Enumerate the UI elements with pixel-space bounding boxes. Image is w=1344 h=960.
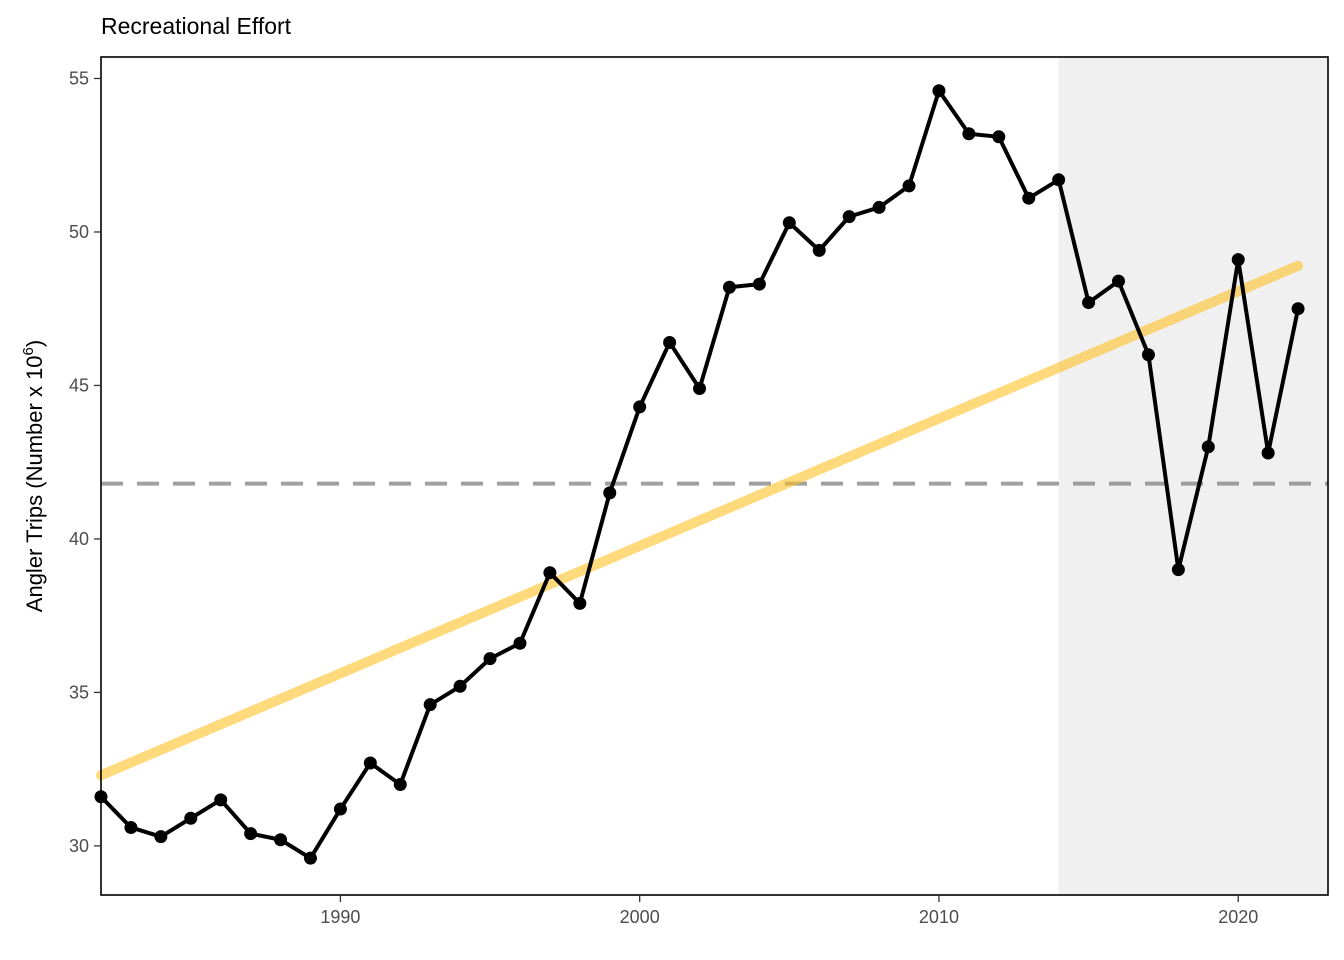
y-axis-label-close: ) <box>22 340 47 347</box>
data-point-2017 <box>1141 348 1155 362</box>
x-tick-label-1990: 1990 <box>320 907 360 927</box>
data-point-2005 <box>782 216 796 230</box>
y-tick-label-45: 45 <box>69 375 89 395</box>
data-point-1999 <box>603 486 617 500</box>
trend-line <box>96 260 1304 781</box>
data-point-1985 <box>184 811 198 825</box>
y-tick-label-35: 35 <box>69 682 89 702</box>
y-axis-label-superscript: 6 <box>20 347 37 355</box>
x-tick-label-2020: 2020 <box>1218 907 1258 927</box>
data-point-2014 <box>1052 173 1066 187</box>
data-point-2006 <box>812 243 826 257</box>
y-axis: 30 35 40 45 50 55 <box>69 68 101 856</box>
data-point-2011 <box>962 127 976 141</box>
plot-frame <box>100 56 1329 896</box>
data-point-2009 <box>902 179 916 193</box>
data-point-2013 <box>1022 191 1036 205</box>
data-point-1990 <box>333 802 347 816</box>
data-point-2010 <box>932 84 946 98</box>
data-point-1995 <box>483 652 497 666</box>
shaded-region-layer <box>1058 57 1328 895</box>
data-point-2007 <box>842 210 856 224</box>
data-point-1997 <box>543 566 557 580</box>
data-point-1986 <box>214 793 228 807</box>
data-point-1983 <box>124 820 138 834</box>
data-point-2004 <box>752 277 766 291</box>
data-point-2012 <box>992 130 1006 144</box>
data-point-1993 <box>423 698 437 712</box>
y-axis-label: Angler Trips (Number x 106) <box>20 340 47 612</box>
data-point-2000 <box>633 400 647 414</box>
shaded-region <box>1058 57 1328 895</box>
series-layer <box>94 84 1305 865</box>
data-point-2008 <box>872 200 886 214</box>
y-tick-label-40: 40 <box>69 529 89 549</box>
data-point-2018 <box>1171 563 1185 577</box>
data-point-2019 <box>1201 440 1215 454</box>
data-point-1991 <box>363 756 377 770</box>
data-point-2016 <box>1112 274 1126 288</box>
data-point-1984 <box>154 830 168 844</box>
data-point-1988 <box>274 833 288 847</box>
data-point-1994 <box>453 679 467 693</box>
data-point-2021 <box>1261 446 1275 460</box>
data-point-1998 <box>573 596 587 610</box>
x-tick-label-2010: 2010 <box>919 907 959 927</box>
y-axis-label-main: Angler Trips (Number x 10 <box>22 355 47 612</box>
y-tick-label-55: 55 <box>69 68 89 88</box>
data-point-1996 <box>513 636 527 650</box>
chart-title: Recreational Effort <box>101 13 292 39</box>
data-point-2015 <box>1082 296 1096 310</box>
data-point-1987 <box>244 827 258 841</box>
y-tick-label-30: 30 <box>69 836 89 856</box>
data-point-2002 <box>693 382 707 396</box>
y-tick-label-50: 50 <box>69 222 89 242</box>
data-point-2001 <box>663 335 677 349</box>
plot-border <box>100 56 1329 896</box>
trend-line-layer <box>96 260 1304 781</box>
data-point-2003 <box>722 280 736 294</box>
x-tick-label-2000: 2000 <box>620 907 660 927</box>
x-axis: 1990 2000 2010 2020 <box>320 895 1258 927</box>
data-point-1992 <box>393 777 407 791</box>
data-point-2020 <box>1231 253 1245 267</box>
data-point-1989 <box>303 851 317 865</box>
data-point-2022 <box>1291 302 1305 316</box>
